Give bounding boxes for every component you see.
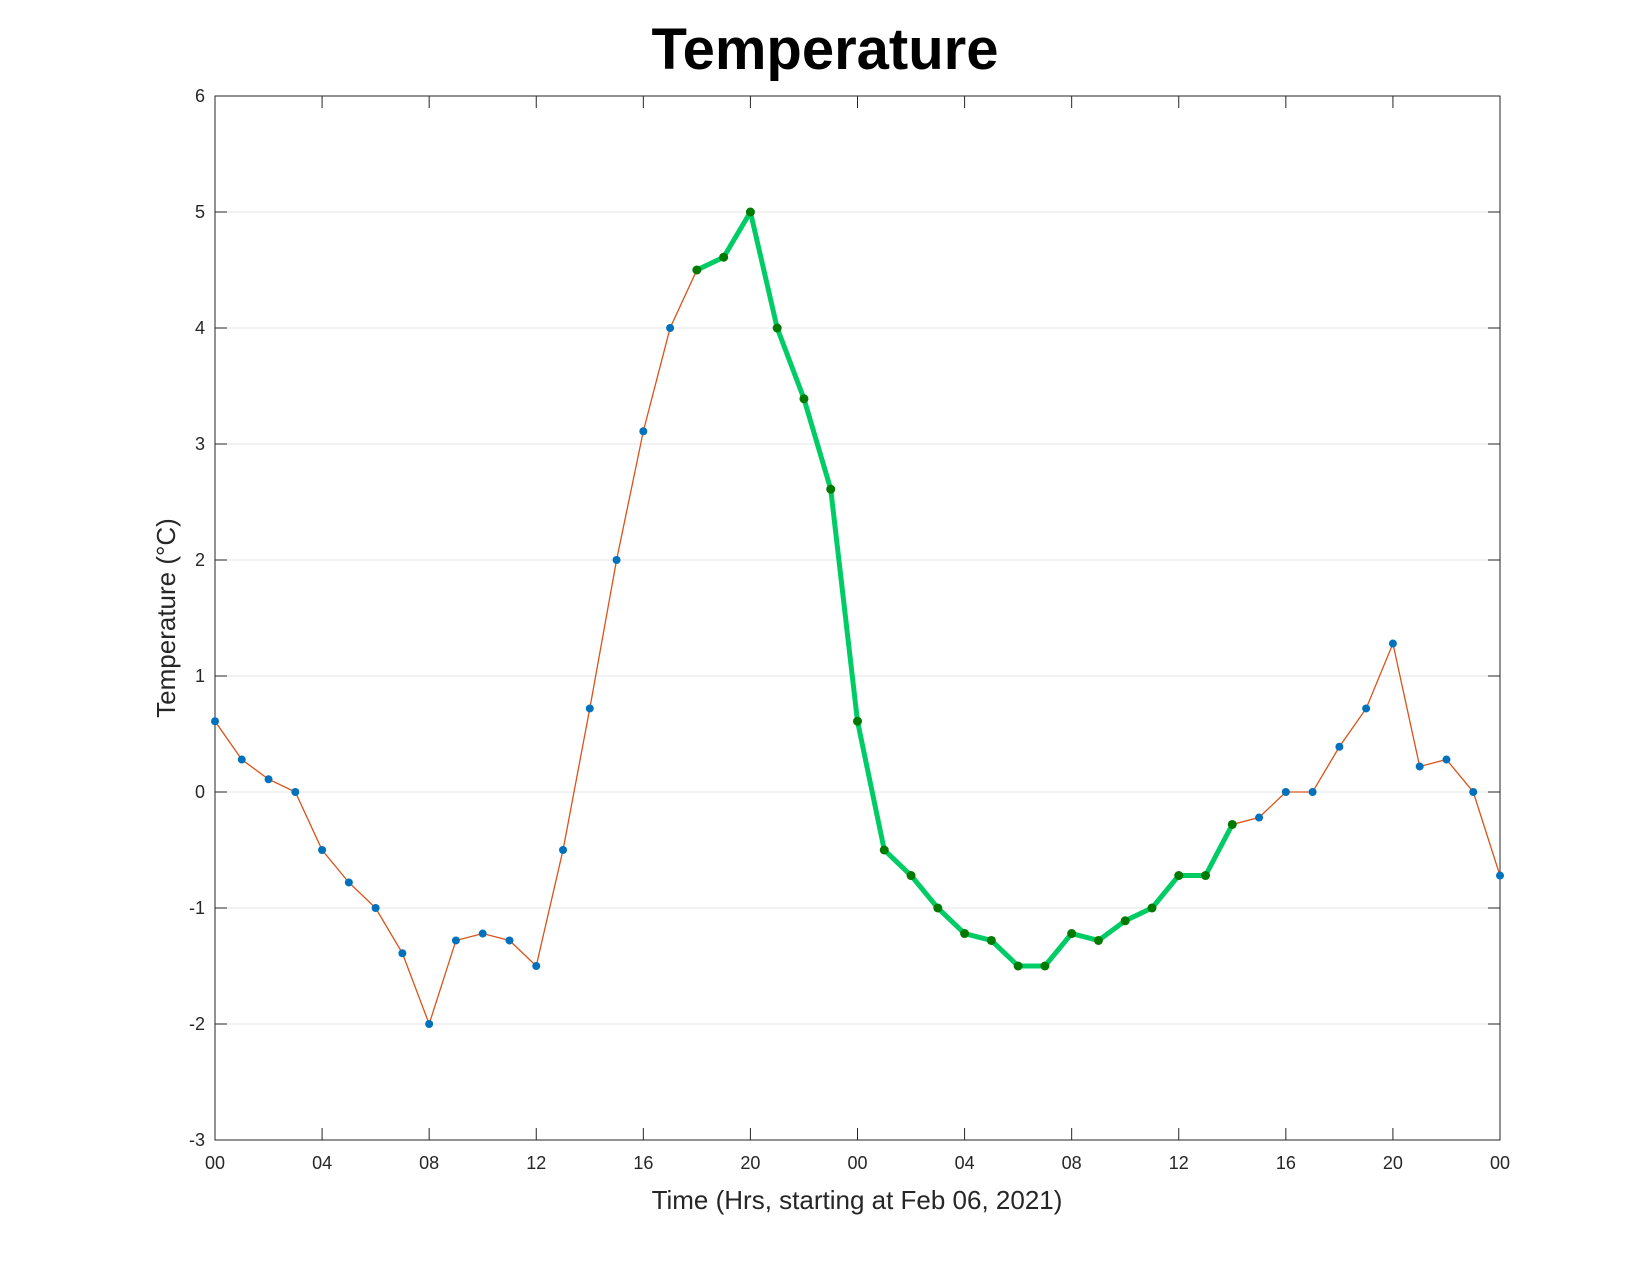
data-point [1335, 742, 1344, 751]
y-tick-label: 2 [195, 550, 205, 570]
y-axis-label: Temperature (°C) [151, 518, 181, 718]
x-tick-label: 00 [847, 1153, 867, 1173]
highlighted-data-point [692, 265, 702, 275]
x-tick-label: 08 [1062, 1153, 1082, 1173]
y-tick-label: -2 [189, 1014, 205, 1034]
highlighted-data-point [1040, 961, 1050, 971]
y-tick-label: 6 [195, 86, 205, 106]
data-point [639, 427, 648, 436]
data-point [398, 949, 407, 958]
grid-lines [215, 211, 1500, 1025]
x-tick-label: 12 [526, 1153, 546, 1173]
highlighted-data-point [1201, 871, 1211, 881]
data-point [1442, 755, 1451, 764]
y-tick-label: 4 [195, 318, 205, 338]
data-point [532, 962, 541, 970]
highlighted-data-point [1174, 871, 1184, 881]
data-point [237, 755, 246, 764]
x-tick-label: 08 [419, 1153, 439, 1173]
x-tick-label: 20 [740, 1153, 760, 1173]
data-point [1469, 788, 1478, 796]
data-point [1415, 762, 1424, 771]
data-point [478, 929, 487, 938]
data-point [344, 878, 353, 887]
highlighted-data-point [719, 252, 729, 262]
data-point [1308, 788, 1317, 796]
highlighted-data-point [772, 323, 782, 333]
chart-title: Temperature [651, 17, 999, 82]
x-tick-label: 04 [955, 1153, 975, 1173]
y-tick-label: 3 [195, 434, 205, 454]
data-point [585, 704, 594, 713]
highlighted-data-point [986, 935, 996, 945]
data-point [211, 717, 219, 726]
data-point [1281, 788, 1290, 796]
y-tick-label: -1 [189, 898, 205, 918]
highlighted-data-point [879, 845, 889, 855]
highlighted-data-point [799, 394, 809, 404]
highlighted-data-point [1013, 961, 1023, 971]
plot-area [214, 95, 1501, 1141]
highlighted-data-point [1093, 935, 1103, 945]
x-tick-label: 00 [205, 1153, 225, 1173]
highlighted-data-point [853, 716, 862, 726]
x-tick-label: 12 [1169, 1153, 1189, 1173]
data-point [291, 788, 300, 796]
x-tick-label: 04 [312, 1153, 332, 1173]
data-point [264, 775, 273, 784]
highlighted-data-point [1067, 929, 1077, 939]
x-tick-label: 20 [1383, 1153, 1403, 1173]
highlighted-data-point [1227, 819, 1237, 829]
data-point [1388, 639, 1397, 648]
data-point [425, 1020, 434, 1028]
x-axis-label: Time (Hrs, starting at Feb 06, 2021) [652, 1185, 1063, 1215]
x-tick-label: 16 [633, 1153, 653, 1173]
data-point [612, 556, 621, 564]
x-tick-label: 16 [1276, 1153, 1296, 1173]
highlighted-data-point [960, 929, 970, 939]
highlighted-data-point [826, 484, 836, 494]
highlighted-data-point [1147, 903, 1157, 913]
data-point [371, 904, 380, 912]
data-point [1255, 813, 1264, 822]
y-tick-label: -3 [189, 1130, 205, 1150]
series [211, 207, 1504, 1028]
data-point [559, 846, 568, 854]
y-tick-label: 1 [195, 666, 205, 686]
data-point [1496, 871, 1504, 880]
y-tick-label: 5 [195, 202, 205, 222]
data-point [505, 936, 514, 945]
temperature-series-line [214, 210, 1501, 1026]
data-point [451, 936, 460, 945]
highlighted-data-point [906, 871, 916, 881]
x-tick-label: 00 [1490, 1153, 1510, 1173]
highlighted-data-point [1120, 916, 1130, 926]
y-tick-label: 0 [195, 782, 205, 802]
data-point [666, 324, 675, 332]
highlighted-data-point [745, 207, 755, 217]
highlighted-data-point [933, 903, 943, 913]
data-point [318, 846, 327, 854]
data-point [1362, 704, 1371, 713]
